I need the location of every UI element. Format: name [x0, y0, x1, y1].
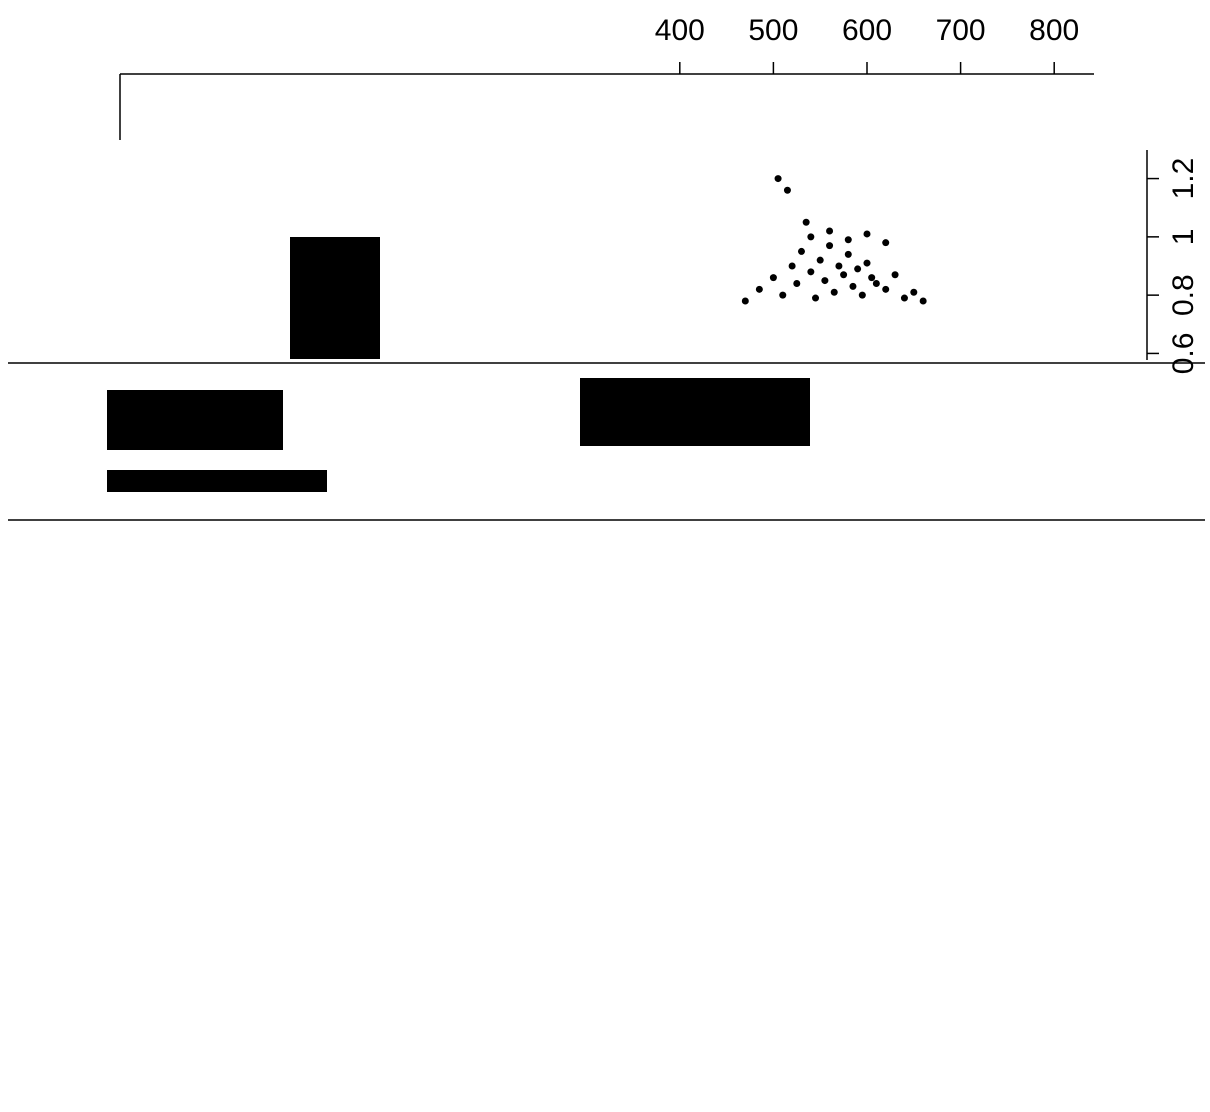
point: [774, 175, 782, 183]
block: [290, 237, 380, 359]
point: [858, 291, 866, 299]
x-tick-label: 500: [748, 14, 798, 47]
y-tick-label: 0.8: [1167, 274, 1200, 316]
point: [900, 294, 908, 302]
point: [755, 285, 763, 293]
point: [821, 277, 829, 285]
point: [854, 265, 862, 273]
point: [741, 297, 749, 305]
point: [830, 288, 838, 296]
x-tick-label: 600: [842, 14, 892, 47]
point: [910, 288, 918, 296]
point: [779, 291, 787, 299]
x-tick-label: 800: [1029, 14, 1079, 47]
point: [863, 230, 871, 238]
y-tick-label: 0.6: [1167, 333, 1200, 375]
point: [882, 285, 890, 293]
point: [891, 271, 899, 279]
point: [849, 282, 857, 290]
block: [580, 378, 810, 446]
x-tick-label: 400: [655, 14, 705, 47]
y-tick-label: 1: [1167, 229, 1200, 246]
point: [919, 297, 927, 305]
point: [844, 250, 852, 258]
point: [826, 242, 834, 250]
point: [816, 256, 824, 264]
x-tick-label: 700: [936, 14, 986, 47]
point: [793, 279, 801, 287]
point: [826, 227, 834, 235]
point: [840, 271, 848, 279]
point: [868, 274, 876, 282]
block: [107, 470, 327, 492]
point: [783, 186, 791, 194]
point: [872, 279, 880, 287]
point: [863, 259, 871, 267]
point: [788, 262, 796, 270]
point: [797, 247, 805, 255]
y-tick-label: 1.2: [1167, 158, 1200, 200]
point: [802, 218, 810, 226]
point: [882, 239, 890, 247]
point: [844, 236, 852, 244]
point: [807, 268, 815, 276]
block: [107, 390, 283, 450]
point: [812, 294, 820, 302]
point: [835, 262, 843, 270]
point: [769, 274, 777, 282]
point: [807, 233, 815, 241]
